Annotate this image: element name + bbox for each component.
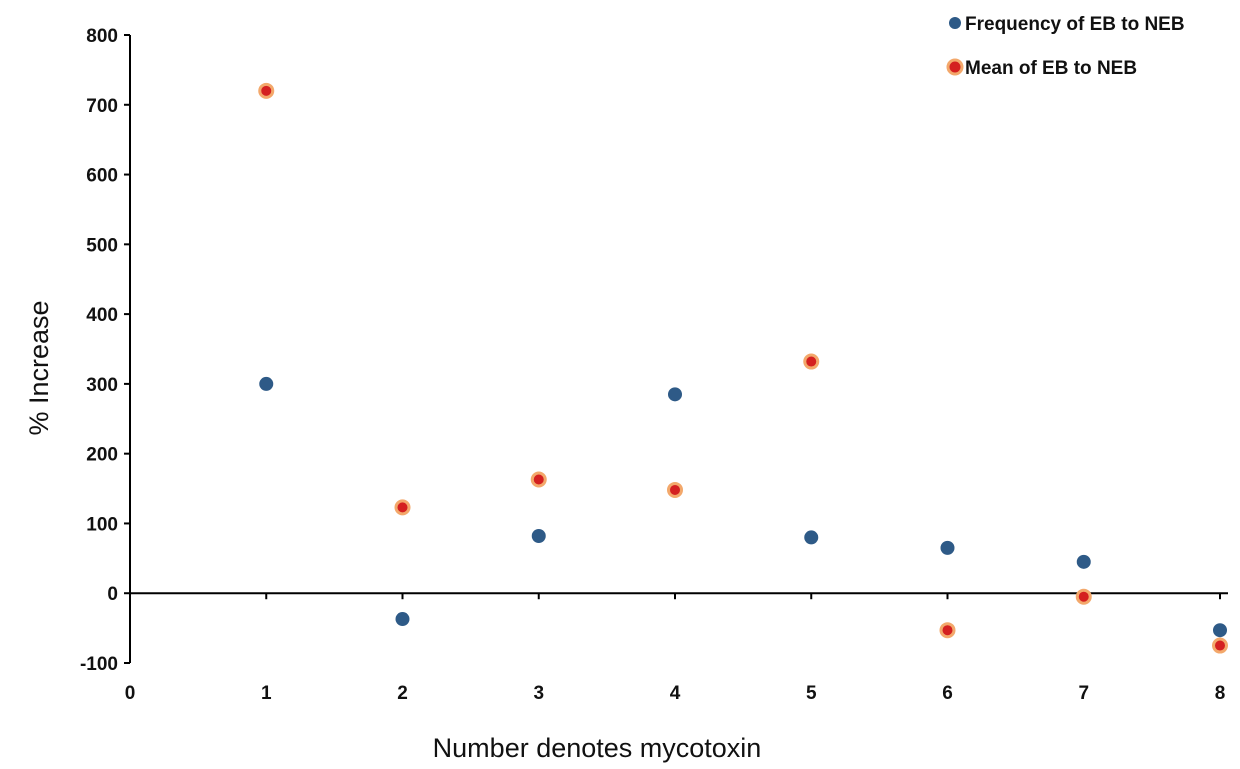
y-tick-label: 800 bbox=[86, 26, 118, 47]
x-tick-label: 1 bbox=[261, 683, 272, 704]
data-point bbox=[1075, 588, 1092, 605]
y-tick-label: 100 bbox=[86, 514, 118, 535]
y-tick-label: 200 bbox=[86, 445, 118, 466]
y-tick-label: 300 bbox=[86, 375, 118, 396]
data-series bbox=[258, 82, 1228, 654]
legend-label-frequency: Frequency of EB to NEB bbox=[965, 14, 1185, 35]
data-point bbox=[667, 481, 683, 498]
data-point bbox=[259, 376, 274, 391]
x-tick-label: 8 bbox=[1215, 683, 1226, 704]
x-tick-label: 2 bbox=[397, 683, 408, 704]
x-tick-label: 7 bbox=[1078, 683, 1089, 704]
data-point bbox=[1076, 554, 1091, 569]
legend-item-frequency: Frequency of EB to NEB bbox=[949, 14, 1185, 35]
y-tick-label: 600 bbox=[86, 166, 118, 187]
x-tick-label: 6 bbox=[942, 683, 953, 704]
series-frequency bbox=[259, 376, 1227, 638]
legend-label-mean: Mean of EB to NEB bbox=[965, 58, 1137, 79]
x-tick-label: 5 bbox=[806, 683, 817, 704]
data-point bbox=[395, 612, 410, 627]
x-tick-label: 4 bbox=[670, 683, 681, 704]
data-point bbox=[531, 529, 546, 544]
x-tick-label: 0 bbox=[125, 683, 136, 704]
y-tick-label: -100 bbox=[80, 654, 118, 675]
data-point bbox=[258, 82, 275, 99]
data-point bbox=[530, 471, 547, 488]
legend-marker-frequency bbox=[949, 17, 961, 29]
legend-item-mean: Mean of EB to NEB bbox=[946, 58, 1137, 79]
y-tick-label: 500 bbox=[86, 235, 118, 256]
x-tick-label: 3 bbox=[533, 683, 544, 704]
y-tick-label: 0 bbox=[107, 584, 118, 605]
x-axis-title: Number denotes mycotoxin bbox=[433, 733, 762, 763]
series-mean bbox=[258, 82, 1228, 654]
data-point bbox=[804, 530, 819, 545]
legend-marker-mean bbox=[946, 58, 964, 76]
data-point bbox=[1212, 637, 1228, 654]
y-axis: -100 0 100 200 300 400 500 600 700 800 bbox=[80, 26, 131, 675]
data-point bbox=[803, 353, 820, 370]
data-point bbox=[940, 540, 955, 555]
data-point bbox=[939, 622, 956, 639]
data-point bbox=[394, 499, 411, 516]
legend: Frequency of EB to NEB Mean of EB to NEB bbox=[946, 14, 1185, 79]
data-point bbox=[1213, 623, 1227, 638]
x-axis: 0 1 2 3 4 5 6 7 8 bbox=[125, 592, 1228, 704]
data-point bbox=[668, 387, 682, 402]
y-tick-label: 700 bbox=[86, 96, 118, 117]
y-tick-label: 400 bbox=[86, 305, 118, 326]
y-axis-title: % Increase bbox=[24, 300, 54, 435]
